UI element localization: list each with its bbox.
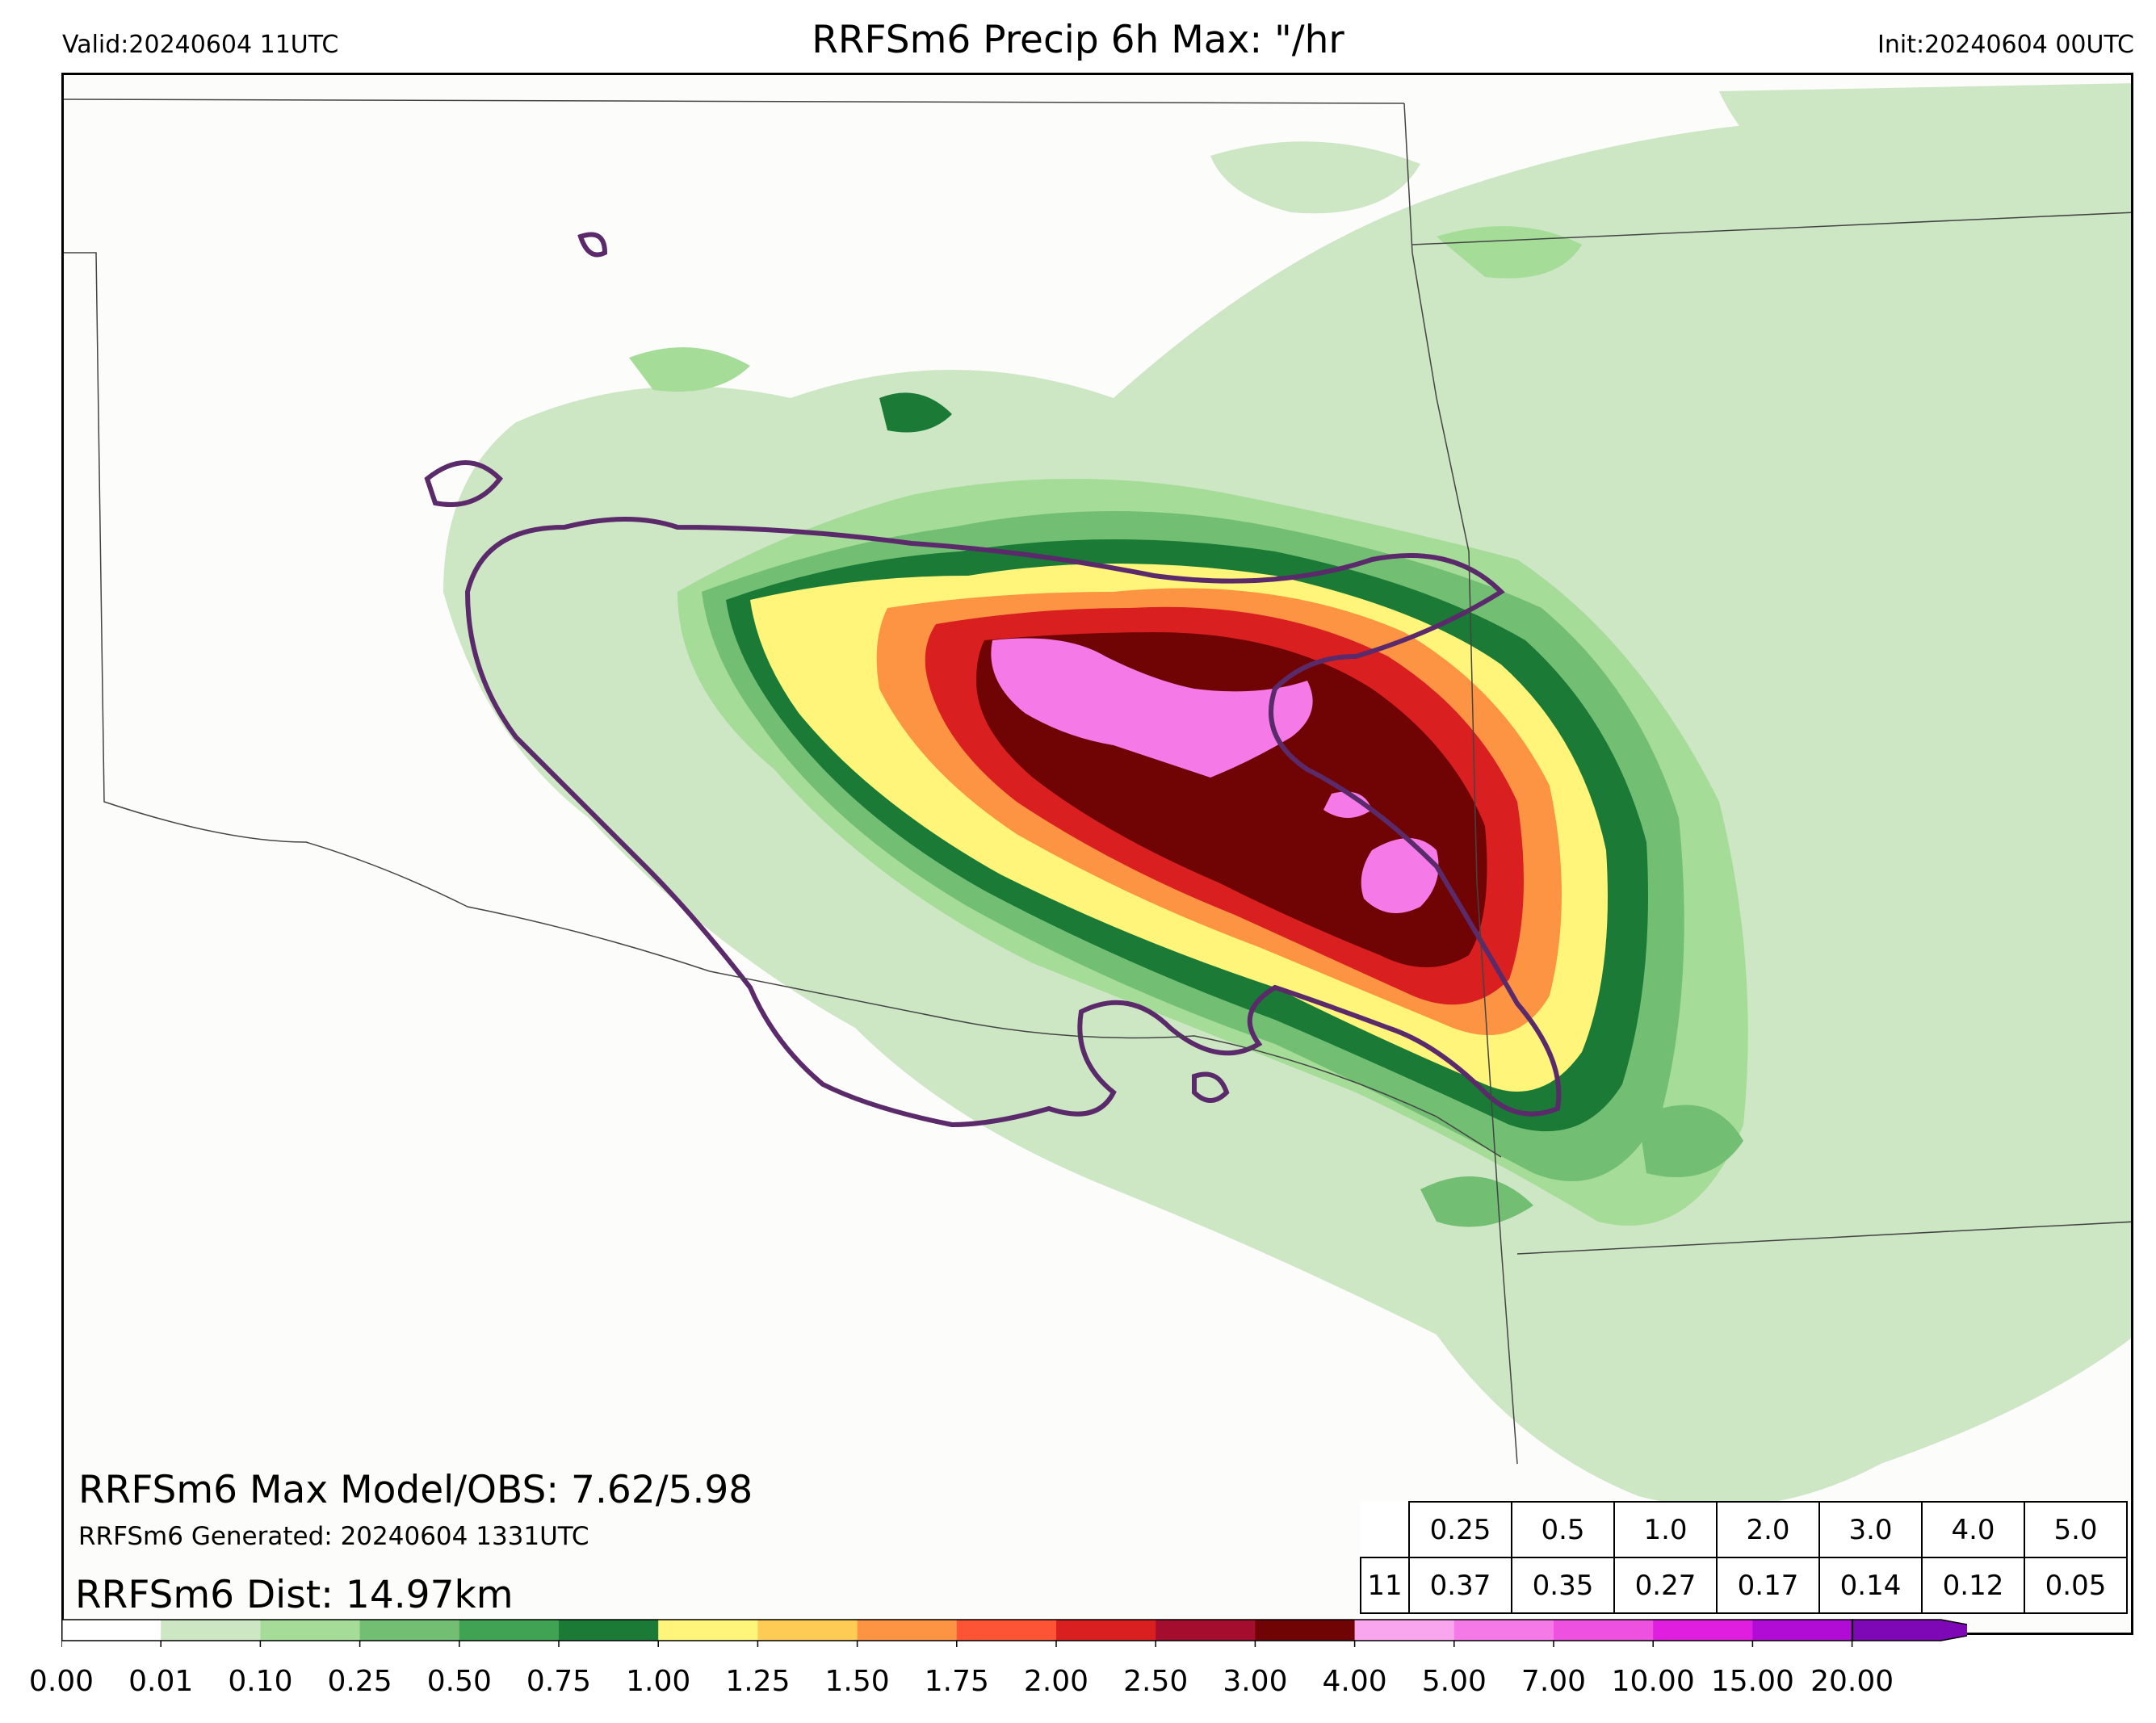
colorbar-segment — [161, 1620, 261, 1641]
score-row: 11 0.37 0.35 0.27 0.17 0.14 0.12 0.05 — [1360, 1557, 2128, 1614]
threshold-cell: 5.0 — [2024, 1501, 2128, 1558]
colorbar-segment — [1156, 1620, 1256, 1641]
colorbar-segment — [559, 1620, 659, 1641]
colorbar-tick-label: 10.00 — [1611, 1665, 1695, 1698]
colorbar-tick-label: 1.50 — [824, 1665, 890, 1698]
colorbar-tick-label: 3.00 — [1223, 1665, 1288, 1698]
colorbar-segment — [359, 1620, 460, 1641]
threshold-cell: 0.25 — [1408, 1501, 1512, 1558]
colorbar-tick-label: 1.75 — [924, 1665, 989, 1698]
obs-contour — [424, 232, 1562, 1128]
colorbar-tick-label: 0.25 — [327, 1665, 392, 1698]
colorbar-segment — [1354, 1620, 1455, 1641]
colorbar-tick-label: 0.50 — [426, 1665, 492, 1698]
colorbar — [61, 1619, 1967, 1647]
colorbar-tick-label: 0.01 — [128, 1665, 194, 1698]
score-cell: 0.14 — [1818, 1557, 1923, 1614]
row-label-cell: 11 — [1360, 1557, 1410, 1614]
colorbar-tick-label: 5.00 — [1421, 1665, 1487, 1698]
colorbar-tick-label: 7.00 — [1521, 1665, 1587, 1698]
chart-title: RRFSm6 Precip 6h Max: "/hr — [812, 18, 1344, 62]
generated-time-label: RRFSm6 Generated: 20240604 1331UTC — [78, 1522, 589, 1551]
colorbar-segment — [61, 1620, 161, 1641]
colorbar-segment — [1453, 1620, 1554, 1641]
colorbar-segment — [1554, 1620, 1654, 1641]
colorbar-segment — [956, 1620, 1057, 1641]
score-cell: 0.17 — [1716, 1557, 1820, 1614]
colorbar-tick-label: 2.00 — [1023, 1665, 1089, 1698]
colorbar-segment — [260, 1620, 361, 1641]
colorbar-tick-label: 1.25 — [725, 1665, 791, 1698]
distance-label: RRFSm6 Dist: 14.97km — [75, 1573, 514, 1617]
colorbar-tick-label: 2.50 — [1123, 1665, 1189, 1698]
threshold-cell: 2.0 — [1716, 1501, 1820, 1558]
valid-time-label: Valid:20240604 11UTC — [62, 31, 339, 59]
colorbar-tick-label: 0.00 — [28, 1665, 94, 1698]
colorbar-extend-arrow — [1851, 1619, 1967, 1641]
threshold-cell: 3.0 — [1818, 1501, 1923, 1558]
threshold-cell: 0.5 — [1511, 1501, 1615, 1558]
colorbar-segment — [1255, 1620, 1356, 1641]
colorbar-tick-label: 1.00 — [626, 1665, 691, 1698]
colorbar-segment — [1056, 1620, 1156, 1641]
colorbar-tick-label: 0.75 — [526, 1665, 592, 1698]
score-cell: 0.35 — [1511, 1557, 1615, 1614]
precip-field-pink — [991, 638, 1439, 913]
threshold-header-row: 0.25 0.5 1.0 2.0 3.0 4.0 5.0 — [1361, 1501, 2128, 1558]
score-cell: 0.27 — [1613, 1557, 1718, 1614]
colorbar-segment — [1752, 1620, 1853, 1641]
max-model-obs-label: RRFSm6 Max Model/OBS: 7.62/5.98 — [78, 1468, 753, 1512]
colorbar-segment — [658, 1620, 758, 1641]
colorbar-segment — [459, 1620, 560, 1641]
table-corner — [1361, 1502, 1409, 1557]
score-cell: 0.12 — [1921, 1557, 2025, 1614]
precip-map — [61, 73, 2133, 1635]
colorbar-segment — [1653, 1620, 1753, 1641]
colorbar-tick-label: 0.10 — [228, 1665, 293, 1698]
colorbar-tick-label: 4.00 — [1322, 1665, 1387, 1698]
threshold-cell: 1.0 — [1613, 1501, 1718, 1558]
threshold-cell: 4.0 — [1921, 1501, 2025, 1558]
score-cell: 0.05 — [2024, 1557, 2128, 1614]
colorbar-tick-label: 15.00 — [1710, 1665, 1794, 1698]
colorbar-segment — [757, 1620, 858, 1641]
precip-map-graphic — [64, 83, 2131, 1507]
score-cell: 0.37 — [1408, 1557, 1512, 1614]
state-borders — [64, 99, 2131, 1465]
colorbar-tick-label: 20.00 — [1810, 1665, 1894, 1698]
threshold-stats-table: 0.25 0.5 1.0 2.0 3.0 4.0 5.0 11 0.37 0.3… — [1360, 1501, 2128, 1614]
colorbar-segment — [857, 1620, 958, 1641]
init-time-label: Init:20240604 00UTC — [1877, 31, 2134, 59]
